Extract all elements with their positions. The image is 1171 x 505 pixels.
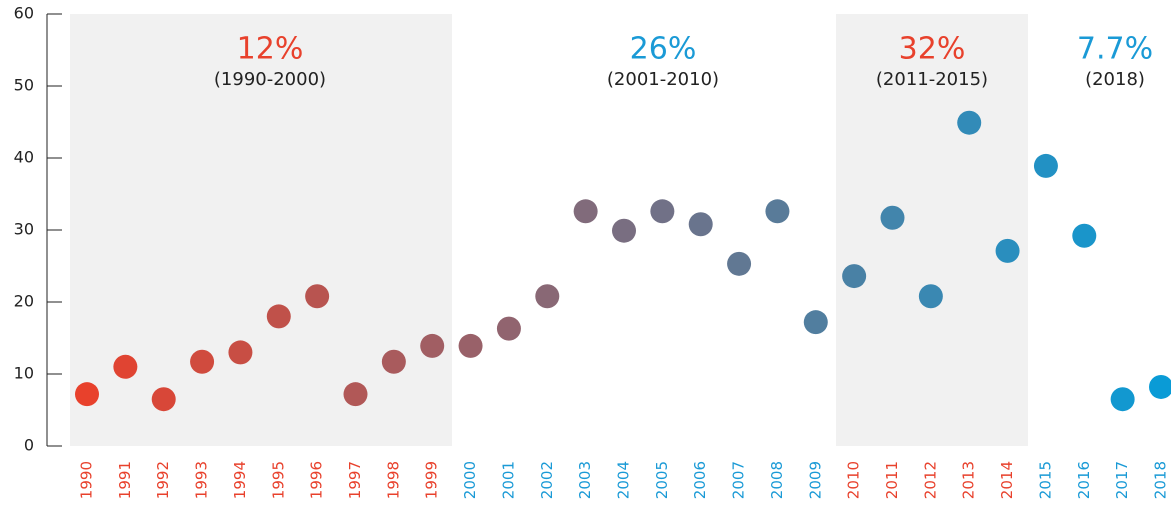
dot <box>573 199 598 224</box>
dot <box>151 387 176 412</box>
y-tick-label: 0 <box>24 436 34 455</box>
dot <box>803 310 828 335</box>
annotation-period: (2011-2015) <box>876 69 988 90</box>
dot <box>765 199 790 224</box>
dot <box>75 382 99 407</box>
dot <box>612 218 636 243</box>
annotation-period: (2018) <box>1085 69 1145 90</box>
x-tick-label: 2011 <box>883 461 901 499</box>
y-tick-label: 30 <box>14 220 34 239</box>
dot <box>880 205 905 230</box>
x-tick-label: 1998 <box>384 461 402 499</box>
x-tick-label: 1993 <box>193 461 211 499</box>
x-tick-label: 2001 <box>499 461 517 499</box>
annotation-period: (1990-2000) <box>214 69 326 90</box>
x-tick-label: 1996 <box>308 461 326 499</box>
dot <box>1033 153 1058 178</box>
x-tick-label: 1994 <box>231 461 249 499</box>
dot <box>688 212 713 237</box>
annotation-value: 7.7% <box>1077 32 1153 67</box>
y-tick-label: 10 <box>14 364 34 383</box>
x-tick-label: 2016 <box>1075 461 1093 499</box>
x-tick-label: 2005 <box>653 461 671 499</box>
x-tick-label: 2007 <box>730 461 748 499</box>
dot <box>420 333 445 358</box>
x-tick-label: 2015 <box>1036 461 1054 499</box>
dot <box>1072 223 1097 248</box>
x-tick-label: 1992 <box>154 461 172 499</box>
x-tick-label: 1999 <box>423 461 441 499</box>
dot <box>918 284 943 309</box>
dot <box>650 199 675 224</box>
x-tick-label: 2012 <box>921 461 939 499</box>
x-tick-label: 1997 <box>346 461 364 499</box>
dot <box>535 284 560 309</box>
x-tick-label: 1990 <box>78 461 96 499</box>
x-tick-label: 2010 <box>845 461 863 499</box>
dot <box>190 349 215 374</box>
y-tick-label: 60 <box>14 4 34 23</box>
dot <box>1110 387 1135 412</box>
dot <box>343 382 368 407</box>
shaded-period <box>836 14 1028 446</box>
annotation-value: 32% <box>899 32 966 67</box>
x-tick-label: 2013 <box>960 461 978 499</box>
dot <box>113 354 138 379</box>
annotation-value: 26% <box>630 32 697 67</box>
x-tick-label: 2018 <box>1152 461 1170 499</box>
x-tick-label: 2002 <box>538 461 556 499</box>
dot <box>381 349 406 374</box>
dot <box>228 340 253 365</box>
dot <box>842 264 867 289</box>
dot <box>995 238 1020 263</box>
x-tick-label: 2014 <box>998 461 1016 499</box>
x-tick-label: 2017 <box>1113 461 1131 499</box>
x-tick-label: 2006 <box>691 461 709 499</box>
x-tick-label: 2008 <box>768 461 786 499</box>
annotation-value: 12% <box>237 32 304 67</box>
x-tick-label: 2000 <box>461 461 479 499</box>
dot <box>727 251 752 276</box>
y-tick-label: 20 <box>14 292 34 311</box>
y-tick-label: 40 <box>14 148 34 167</box>
dot <box>266 304 291 329</box>
y-tick-label: 50 <box>14 76 34 95</box>
x-tick-label: 1995 <box>269 461 287 499</box>
dot <box>1149 374 1171 399</box>
x-tick-label: 2003 <box>576 461 594 499</box>
dot <box>458 333 483 358</box>
dot <box>496 316 521 341</box>
annotation-period: (2001-2010) <box>607 69 719 90</box>
x-tick-label: 2009 <box>806 461 824 499</box>
dot <box>305 284 330 309</box>
x-tick-label: 1991 <box>116 461 134 499</box>
dot <box>957 110 982 135</box>
x-tick-label: 2004 <box>615 461 633 499</box>
